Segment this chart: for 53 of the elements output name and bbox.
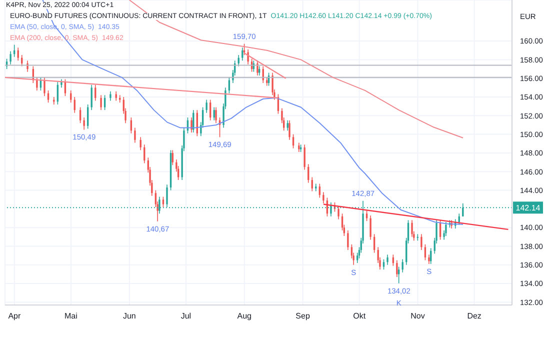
candlestick [206, 99, 208, 114]
candlestick [370, 215, 372, 240]
x-tick-label: Nov [410, 312, 425, 321]
x-tick-label: Apr [8, 312, 21, 321]
x-tick-label: Dez [467, 312, 482, 321]
candlestick [44, 77, 46, 96]
candlestick [304, 144, 306, 170]
candlestick [420, 234, 422, 250]
candlestick [338, 206, 340, 220]
candlestick [83, 117, 85, 130]
candlestick [298, 142, 300, 152]
candlestick [286, 120, 288, 131]
candlestick [382, 258, 385, 270]
x-tick-label: Sep [296, 312, 310, 321]
candlestick [428, 254, 430, 264]
x-tick-label: Aug [237, 312, 252, 321]
x-tick-label: Okt [353, 312, 366, 321]
candlestick [258, 66, 260, 76]
candlestick [256, 60, 258, 76]
candlestick [162, 196, 164, 208]
candlestick [386, 254, 388, 266]
candlestick [134, 127, 136, 144]
candlestick [115, 91, 117, 102]
candlestick [445, 222, 447, 236]
candlestick [402, 258, 404, 273]
candlestick [10, 50, 12, 65]
candlestick [272, 72, 274, 96]
candlestick [424, 244, 426, 261]
candlestick [315, 183, 317, 192]
candlestick [396, 260, 398, 278]
candlestick [53, 96, 55, 105]
candlestick [100, 94, 102, 110]
x-tick-label: Jul [180, 312, 192, 321]
candlestick [347, 230, 349, 250]
candlestick [247, 49, 249, 65]
candlestick [90, 84, 92, 110]
candlestick [228, 77, 230, 94]
candlestick [110, 91, 112, 102]
candlestick [190, 117, 192, 133]
candlestick [366, 210, 368, 222]
candlestick [104, 94, 106, 110]
candlestick [172, 150, 174, 166]
candlestick [411, 220, 413, 238]
candlestick [322, 192, 324, 204]
x-tick-label: Jun [122, 312, 136, 321]
candlestick [79, 106, 82, 124]
candlestick [215, 106, 217, 124]
x-tick-label: Mai [64, 312, 78, 321]
candlestick [288, 120, 290, 140]
ref-line-label: 142.14 [516, 204, 541, 213]
candlestick [94, 84, 96, 102]
candlestick [119, 94, 121, 103]
candlestick [36, 77, 38, 91]
